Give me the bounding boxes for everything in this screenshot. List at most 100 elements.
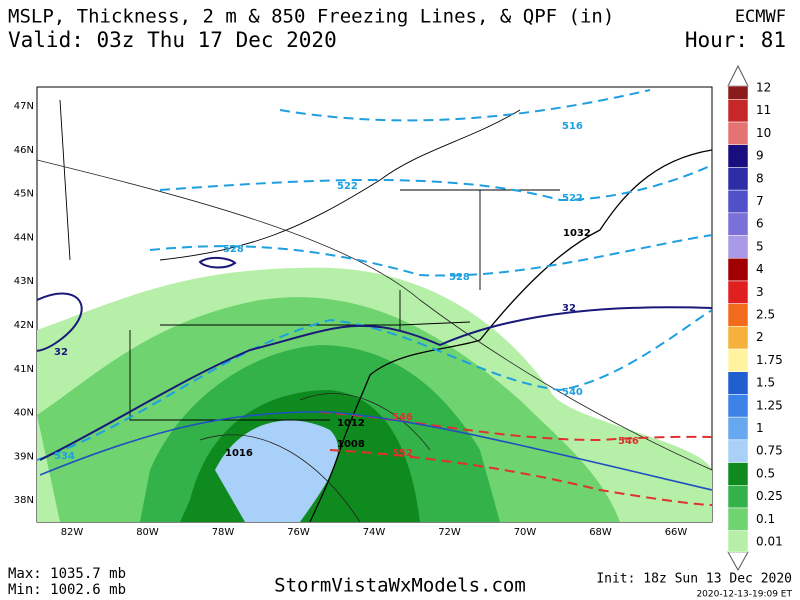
freezing-line bbox=[37, 292, 712, 461]
longitude-label: 72W bbox=[438, 527, 461, 538]
colorbar-arrow bbox=[727, 64, 749, 87]
latitude-label: 42N bbox=[14, 320, 34, 331]
longitude-label: 80W bbox=[136, 527, 159, 538]
longitude-label: 70W bbox=[514, 527, 537, 538]
latitude-label: 47N bbox=[14, 101, 34, 112]
isobar-label: 1012 bbox=[337, 418, 365, 429]
thickness-label: 540 bbox=[562, 387, 583, 398]
thickness-line bbox=[37, 309, 712, 461]
thickness-label: 528 bbox=[449, 272, 470, 283]
colorbar-swatch bbox=[727, 85, 749, 100]
colorbar-label: 3 bbox=[756, 285, 764, 299]
colorbar-label: 8 bbox=[756, 171, 764, 185]
qpf-area bbox=[215, 420, 339, 522]
max-pressure: Max: 1035.7 mb bbox=[8, 566, 126, 582]
latitude-label: 41N bbox=[14, 364, 34, 375]
colorbar-label: 9 bbox=[756, 149, 764, 163]
isobar bbox=[37, 159, 712, 522]
colorbar-label: 0.1 bbox=[756, 512, 775, 526]
longitude-label: 74W bbox=[363, 527, 386, 538]
colorbar-label: 0.5 bbox=[756, 466, 775, 480]
title: MSLP, Thickness, 2 m & 850 Freezing Line… bbox=[8, 6, 614, 28]
thickness-line bbox=[159, 164, 712, 202]
init-time: Init: 18z Sun 13 Dec 2020 bbox=[596, 572, 792, 587]
colorbar-label: 2 bbox=[756, 330, 764, 344]
freezing-label: 32 bbox=[562, 303, 576, 314]
thickness-label: 546 bbox=[618, 436, 639, 447]
thickness-label: 534 bbox=[54, 451, 75, 462]
colorbar-swatch bbox=[727, 144, 749, 168]
isobar-label: 1008 bbox=[337, 439, 365, 450]
colorbar-label: 1.5 bbox=[756, 376, 775, 390]
colorbar-label: 5 bbox=[756, 239, 764, 253]
colorbar-swatch bbox=[727, 348, 749, 372]
longitude-label: 78W bbox=[212, 527, 235, 538]
colorbar-arrow bbox=[727, 551, 749, 572]
colorbar-swatch bbox=[727, 485, 749, 509]
colorbar-label: 1 bbox=[756, 421, 764, 435]
colorbar-label: 11 bbox=[756, 103, 771, 117]
colorbar-swatch bbox=[727, 189, 749, 214]
thickness-label: 522 bbox=[337, 181, 358, 192]
thickness-line bbox=[279, 89, 651, 122]
latitude-label: 45N bbox=[14, 189, 34, 200]
longitude-label: 82W bbox=[61, 527, 84, 538]
thickness-label: 522 bbox=[562, 193, 583, 204]
latitude-label: 44N bbox=[14, 232, 34, 243]
colorbar-swatch bbox=[727, 530, 749, 553]
thickness-label: 516 bbox=[562, 121, 583, 132]
colorbar-label: 0.25 bbox=[756, 489, 783, 503]
colorbar-swatch bbox=[727, 280, 749, 304]
borders bbox=[59, 99, 560, 421]
map-panel bbox=[36, 86, 713, 523]
timestamp: 2020-12-13-19:09 ET bbox=[696, 590, 792, 600]
colorbar-label: 0.75 bbox=[756, 444, 783, 458]
thickness-line bbox=[329, 449, 712, 506]
thickness-label: 546 bbox=[392, 412, 413, 423]
colorbar-swatch bbox=[727, 326, 749, 350]
latitude-label: 38N bbox=[14, 495, 34, 506]
colorbar-label: 0.01 bbox=[756, 535, 783, 549]
colorbar-swatch bbox=[727, 507, 749, 531]
colorbar-swatch bbox=[727, 439, 749, 463]
thickness-label: 552 bbox=[392, 448, 413, 459]
freezing-line bbox=[39, 411, 712, 491]
colorbar-swatch bbox=[727, 462, 749, 486]
colorbar-label: 7 bbox=[756, 194, 764, 208]
latitude-label: 46N bbox=[14, 145, 34, 156]
valid-time: Valid: 03z Thu 17 Dec 2020 bbox=[8, 28, 337, 52]
colorbar-label: 12 bbox=[756, 81, 771, 95]
min-pressure: Min: 1002.6 mb bbox=[8, 582, 126, 598]
coastline bbox=[309, 149, 712, 522]
colorbar-label: 10 bbox=[756, 126, 771, 140]
colorbar-label: 2.5 bbox=[756, 308, 775, 322]
colorbar-swatch bbox=[727, 258, 749, 282]
forecast-hour: Hour: 81 bbox=[685, 28, 786, 52]
colorbar-swatch bbox=[727, 303, 749, 327]
latitude-label: 39N bbox=[14, 451, 34, 462]
colorbar-swatch bbox=[727, 371, 749, 395]
longitude-label: 66W bbox=[665, 527, 688, 538]
colorbar-swatch bbox=[727, 394, 749, 418]
longitude-label: 68W bbox=[589, 527, 612, 538]
freezing-label: 32 bbox=[54, 347, 68, 358]
colorbar-swatch bbox=[727, 121, 749, 146]
freezing-line bbox=[198, 256, 237, 269]
colorbar-label: 1.25 bbox=[756, 398, 783, 412]
colorbar-label: 6 bbox=[756, 217, 764, 231]
latitude-label: 40N bbox=[14, 408, 34, 419]
colorbar-label: 1.75 bbox=[756, 353, 783, 367]
isobar-label: 1032 bbox=[563, 228, 591, 239]
latitude-label: 43N bbox=[14, 276, 34, 287]
site-name: StormVistaWxModels.com bbox=[274, 575, 526, 597]
colorbar-swatch bbox=[727, 416, 749, 441]
thickness-line bbox=[149, 234, 712, 277]
colorbar-swatch bbox=[727, 235, 749, 259]
colorbar-swatch bbox=[727, 99, 749, 123]
thickness-label: 528 bbox=[223, 244, 244, 255]
longitude-label: 76W bbox=[287, 527, 310, 538]
colorbar-label: 4 bbox=[756, 262, 764, 276]
isobar-label: 1016 bbox=[225, 448, 253, 459]
